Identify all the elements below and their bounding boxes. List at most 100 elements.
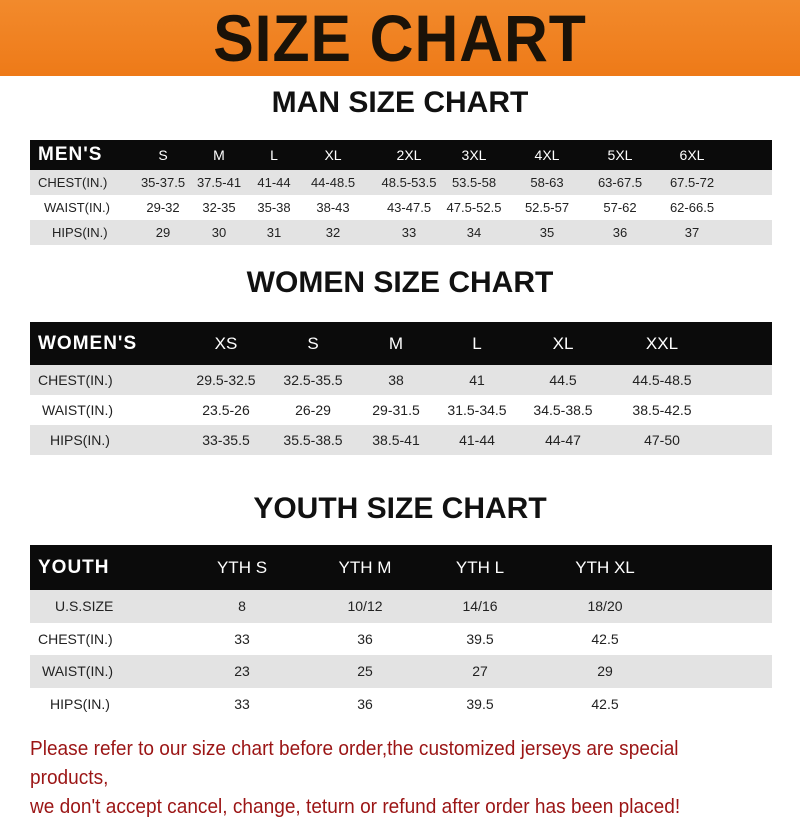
row-label: HIPS(IN.) [50,432,110,448]
row-label: HIPS(IN.) [52,225,108,240]
size-column-header: YTH M [338,558,392,577]
table-cell: 58-63 [530,175,564,190]
table-cell: 31.5-34.5 [447,402,507,418]
women-size-table: WOMEN'S XS S M L XL XXL CHEST(IN.) 29.5-32.5 32.5… [30,322,772,455]
table-header-row: YOUTH YTH S YTH M YTH L YTH XL [30,545,772,590]
youth-size-table: YOUTH YTH S YTH M YTH L YTH XL U.S.SIZE 8 10/12… [30,545,772,720]
table-cell: 29-32 [146,200,180,215]
table-row: CHEST(IN.) 35-37.5 37.5-41 41-44 44-48.5 48.5… [30,170,772,195]
table-cell: 37 [684,225,700,240]
row-label: WAIST(IN.) [44,200,110,215]
table-cell: 62-66.5 [669,200,715,215]
table-header-row: WOMEN'S XS S M L XL XXL [30,322,772,365]
table-cell: 36 [357,630,373,647]
table-cell: 33 [401,225,417,240]
table-row: WAIST(IN.) 29-32 32-35 35-38 38-43 43-47.5 47.… [30,195,772,220]
table-cell: 29 [597,663,613,679]
size-column-header: YTH L [455,558,505,577]
table-cell: 33-35.5 [202,432,250,448]
row-label: U.S.SIZE [55,598,114,614]
table-cell: 34 [466,225,482,240]
table-cell: 47.5-52.5 [446,200,502,215]
table-cell: 35-38 [257,200,291,215]
table-row: CHEST(IN.) 29.5-32.5 32.5-35.5 38 41 44.5 44.5… [30,365,772,395]
table-cell: 32-35 [202,200,236,215]
size-column-header: XL [324,147,342,163]
size-column-header: YTH S [216,558,268,577]
table-cell: 35-37.5 [140,175,186,190]
size-column-header: 5XL [607,147,633,163]
size-column-header: S [307,334,319,353]
table-cell: 57-62 [603,200,637,215]
banner-title: SIZE CHART [213,1,587,75]
table-cell: 63-67.5 [597,175,643,190]
header-label: MEN'S [38,144,103,165]
women-title: WOMEN SIZE CHART [246,266,554,299]
table-row: HIPS(IN.) 29 30 31 32 33 34 35 36 37 [30,220,772,245]
table-row: CHEST(IN.) 33 36 39.5 42.5 [30,623,772,656]
table-cell: 53.5-58 [451,175,497,190]
table-cell: 30 [211,225,227,240]
table-cell: 33 [234,695,250,712]
table-cell: 38 [388,372,404,388]
table-cell: 39.5 [466,695,494,712]
table-cell: 36 [357,695,373,712]
header-label: YOUTH [38,557,110,578]
table-cell: 43-47.5 [386,200,432,215]
size-column-header: M [388,334,404,353]
header-label: WOMEN'S [38,333,138,354]
table-cell: 29-31.5 [372,402,420,418]
size-column-header: XS [214,334,238,353]
table-cell: 23.5-26 [202,402,250,418]
table-cell: 10/12 [347,598,383,614]
size-column-header: L [270,147,278,163]
table-cell: 8 [238,598,246,614]
size-column-header: 2XL [396,147,422,163]
table-cell: 48.5-53.5 [381,175,437,190]
table-cell: 18/20 [587,598,623,614]
table-cell: 39.5 [466,630,494,647]
size-column-header: S [158,147,168,163]
table-cell: 35 [539,225,555,240]
size-column-header: YTH XL [575,558,635,577]
size-column-header: 3XL [461,147,487,163]
men-title: MAN SIZE CHART [271,86,529,119]
table-row: U.S.SIZE 8 10/12 14/16 18/20 [30,590,772,623]
table-cell: 41 [469,372,485,388]
banner: SIZE CHART [0,0,800,76]
row-label: HIPS(IN.) [50,695,110,712]
size-column-header: M [213,147,225,163]
size-column-header: XXL [645,334,679,353]
table-cell: 25 [357,663,373,679]
table-cell: 27 [472,663,488,679]
row-label: CHEST(IN.) [38,175,108,190]
table-cell: 38.5-42.5 [632,402,692,418]
table-row: WAIST(IN.) 23 25 27 29 [30,655,772,688]
table-cell: 31 [266,225,282,240]
table-cell: 47-50 [644,432,680,448]
table-cell: 33 [234,630,250,647]
table-cell: 29.5-32.5 [196,372,256,388]
note-line-2: we don't accept cancel, change, teturn o… [30,795,681,818]
men-size-table: MEN'S S M L XL 2XL 3XL 4XL 5XL 6XL CHEST(IN.) 35-37… [30,140,772,245]
size-column-header: XL [552,334,574,353]
table-cell: 42.5 [591,630,619,647]
youth-title: YOUTH SIZE CHART [253,492,547,525]
table-header-row: MEN'S S M L XL 2XL 3XL 4XL 5XL 6XL [30,140,772,170]
table-cell: 32.5-35.5 [283,372,343,388]
size-column-header: 4XL [534,147,560,163]
size-column-header: 6XL [679,147,705,163]
table-cell: 38-43 [316,200,350,215]
table-cell: 44-47 [545,432,581,448]
table-cell: 36 [612,225,628,240]
table-row: HIPS(IN.) 33-35.5 35.5-38.5 38.5-41 41-44 44-… [30,425,772,455]
table-cell: 29 [155,225,171,240]
table-cell: 67.5-72 [669,175,715,190]
table-row: WAIST(IN.) 23.5-26 26-29 29-31.5 31.5-34.5 34… [30,395,772,425]
table-cell: 41-44 [257,175,291,190]
table-cell: 14/16 [462,598,498,614]
disclaimer-note: Please refer to our size chart before or… [30,734,737,821]
table-cell: 44.5 [549,372,577,388]
row-label: CHEST(IN.) [38,372,113,388]
note-line-1: Please refer to our size chart before or… [30,737,679,789]
